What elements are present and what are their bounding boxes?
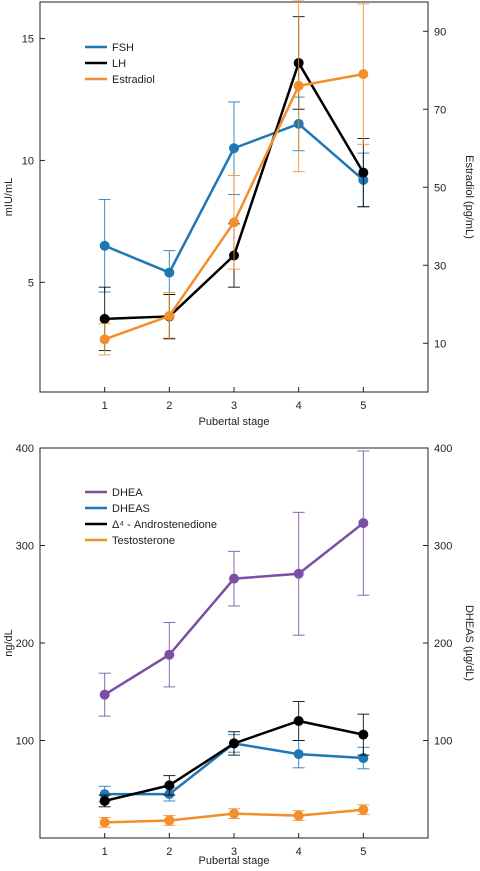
y-right-tick-label: 90 <box>434 26 446 38</box>
data-point-androstenedione <box>99 795 110 806</box>
x-tick-label: 2 <box>166 846 172 858</box>
y-left-tick-label: 15 <box>22 34 34 46</box>
data-point-dheas <box>293 749 304 760</box>
data-point-estradiol <box>99 334 110 345</box>
y-right-tick-label: 300 <box>434 541 452 553</box>
data-point-fsh <box>229 143 239 154</box>
y-left-tick-label: 5 <box>28 277 34 289</box>
y-right-tick-label: 100 <box>434 736 452 748</box>
data-point-dhea <box>358 518 369 529</box>
data-point-estradiol <box>164 310 175 321</box>
y-axis-right-title: DHEAS (µg/dL) <box>463 605 475 681</box>
chart-panel-1: 1 2 3 4 5 5 10 15 10 30 50 70 90 Pubertal stage mIU/mL… <box>3 0 475 428</box>
legend-label: DHEA <box>112 487 143 499</box>
chart-panel-2: 1 2 3 4 5 100 200 300 400 100 200 300 400 Pubertal st… <box>3 443 475 867</box>
data-point-testosterone <box>293 810 304 821</box>
data-point-lh <box>358 167 369 178</box>
plot-frame <box>39 447 429 839</box>
data-point-testosterone <box>229 808 239 819</box>
data-point-androstenedione <box>293 716 304 726</box>
y-right-tick-label: 30 <box>434 260 446 272</box>
x-tick-label: 3 <box>231 400 237 412</box>
data-point-estradiol <box>293 80 304 91</box>
series-androstenedione <box>98 701 370 808</box>
legend: FSH LH Estradiol <box>85 42 155 86</box>
x-axis-title: Pubertal stage <box>199 855 270 867</box>
x-tick-label: 4 <box>296 846 302 858</box>
data-point-fsh <box>99 240 110 251</box>
legend-label: LH <box>112 58 126 70</box>
data-point-dhea <box>229 573 239 584</box>
y-right-tick-label: 70 <box>434 104 446 116</box>
data-point-estradiol <box>229 217 239 228</box>
legend-label: Estradiol <box>112 74 155 86</box>
data-point-testosterone <box>99 817 110 828</box>
legend-label: FSH <box>112 42 134 54</box>
data-point-testosterone <box>358 804 369 815</box>
y-left-tick-label: 10 <box>22 155 34 167</box>
data-point-dhea <box>164 649 175 660</box>
data-point-testosterone <box>164 815 175 826</box>
y-left-tick-label: 400 <box>16 443 34 455</box>
series-estradiol <box>98 0 370 356</box>
x-tick-label: 4 <box>296 400 302 412</box>
legend-label: Δ⁴ - Androstenedione <box>112 519 217 531</box>
data-point-androstenedione <box>229 738 239 749</box>
x-tick-label: 1 <box>102 846 108 858</box>
y-axis-right-title: Estradiol (pg/mL) <box>463 155 475 239</box>
data-point-estradiol <box>358 69 369 80</box>
y-axis-left-title: mIU/mL <box>3 178 15 217</box>
y-axis-left-title: ng/dL <box>3 629 15 657</box>
data-point-dhea <box>293 568 304 579</box>
data-point-lh <box>99 313 110 324</box>
y-right-tick-label: 10 <box>434 338 446 350</box>
x-tick-label: 3 <box>231 846 237 858</box>
y-right-tick-label: 50 <box>434 182 446 194</box>
data-point-androstenedione <box>358 729 369 740</box>
x-tick-label: 2 <box>166 400 172 412</box>
y-left-tick-label: 200 <box>16 638 34 650</box>
x-tick-label: 1 <box>102 400 108 412</box>
legend-label: DHEAS <box>112 503 150 515</box>
y-right-tick-label: 400 <box>434 443 452 455</box>
series-dhea <box>98 450 370 717</box>
data-point-fsh <box>164 267 175 278</box>
x-axis-title: Pubertal stage <box>199 416 270 428</box>
data-point-dhea <box>99 689 110 700</box>
y-right-tick-label: 200 <box>434 638 452 650</box>
data-point-androstenedione <box>164 780 175 791</box>
series-testosterone <box>98 804 370 828</box>
series-line-dhea <box>104 522 365 696</box>
y-left-tick-label: 100 <box>16 736 34 748</box>
legend-label: Testosterone <box>112 535 175 547</box>
legend: DHEA DHEAS Δ⁴ - Androstenedione Testosteron… <box>85 487 217 547</box>
x-tick-label: 5 <box>360 400 366 412</box>
y-left-tick-label: 300 <box>16 541 34 553</box>
x-tick-label: 5 <box>360 846 366 858</box>
